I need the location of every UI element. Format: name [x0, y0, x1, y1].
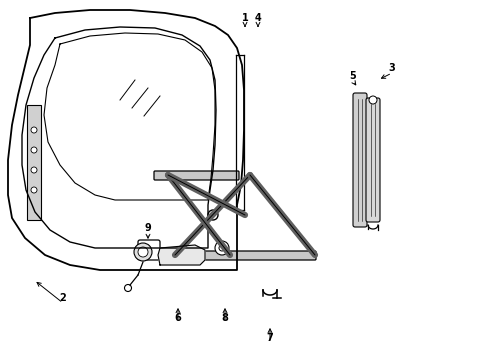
- Polygon shape: [158, 245, 205, 265]
- Circle shape: [219, 245, 225, 251]
- Circle shape: [124, 284, 131, 292]
- FancyBboxPatch shape: [154, 171, 239, 180]
- Text: 1: 1: [242, 13, 248, 23]
- FancyBboxPatch shape: [164, 251, 316, 260]
- Text: 5: 5: [350, 71, 356, 81]
- FancyBboxPatch shape: [353, 93, 367, 227]
- Circle shape: [134, 243, 152, 261]
- Circle shape: [215, 241, 229, 255]
- Text: 3: 3: [389, 63, 395, 73]
- Bar: [27, 105, 41, 220]
- Text: 7: 7: [267, 333, 273, 343]
- Circle shape: [31, 187, 37, 193]
- Circle shape: [31, 127, 37, 133]
- FancyBboxPatch shape: [138, 240, 160, 260]
- Circle shape: [208, 210, 218, 220]
- Text: 2: 2: [60, 293, 66, 303]
- Circle shape: [138, 247, 148, 257]
- Text: 6: 6: [174, 313, 181, 323]
- Circle shape: [31, 167, 37, 173]
- Text: 8: 8: [221, 313, 228, 323]
- FancyBboxPatch shape: [366, 98, 380, 222]
- Circle shape: [31, 147, 37, 153]
- Text: 4: 4: [255, 13, 261, 23]
- Circle shape: [369, 96, 377, 104]
- Text: 9: 9: [145, 223, 151, 233]
